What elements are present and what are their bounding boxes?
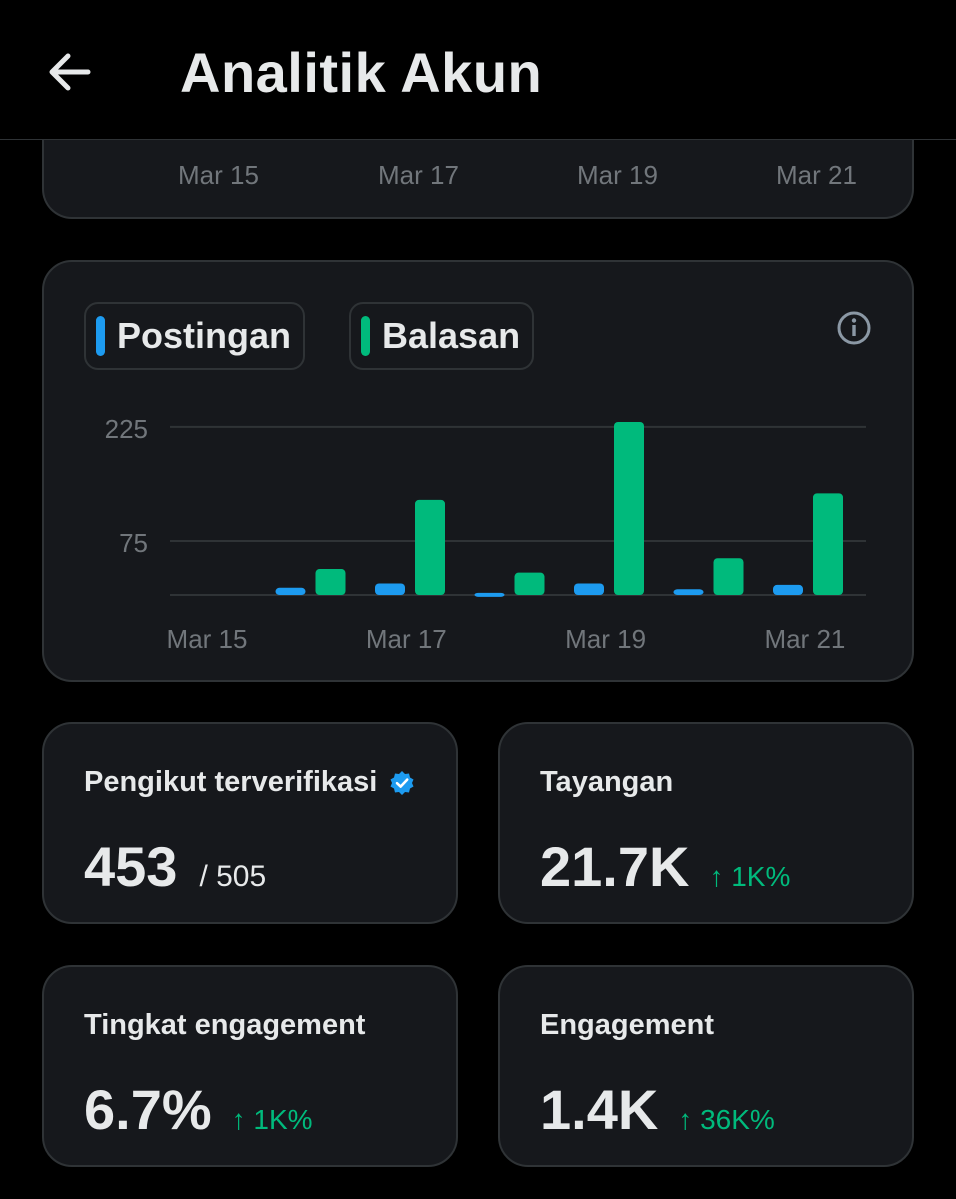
- bar-balasan: [415, 499, 445, 595]
- page-title: Analitik Akun: [180, 41, 543, 104]
- legend-balasan[interactable]: Balasan: [349, 302, 535, 370]
- stat-card-engagement-rate[interactable]: Tingkat engagement 6.7% ↑ 1K%: [42, 965, 458, 1167]
- y-tick-label: 75: [119, 528, 148, 558]
- stat-card-verified-followers[interactable]: Pengikut terverifikasi 453 / 505: [42, 722, 458, 924]
- stat-value: 453: [84, 835, 178, 898]
- stat-value-row: 21.7K ↑ 1K%: [540, 834, 790, 899]
- legend-label: Postingan: [117, 315, 292, 356]
- legend-label: Balasan: [382, 315, 521, 356]
- x-tick-label: Mar 17: [378, 160, 459, 190]
- bar-balasan: [514, 572, 545, 595]
- stat-label: Engagement: [540, 1009, 715, 1041]
- bar-postingan: [275, 587, 306, 595]
- bar-postingan: [474, 592, 505, 597]
- stat-value: 1.4K: [540, 1078, 659, 1141]
- back-button[interactable]: [44, 46, 96, 98]
- stat-trend: ↑ 1K%: [231, 1104, 313, 1135]
- bar-balasan: [713, 558, 744, 595]
- stat-value-row: 453 / 505: [84, 834, 266, 899]
- bar-balasan: [614, 422, 644, 595]
- bar-postingan: [673, 589, 704, 595]
- stat-value-row: 6.7% ↑ 1K%: [84, 1077, 313, 1142]
- arrow-left-icon: [49, 53, 91, 91]
- info-icon[interactable]: [836, 310, 872, 346]
- stat-trend: ↑ 1K%: [709, 861, 791, 892]
- x-tick-label: Mar 21: [776, 160, 857, 190]
- stat-label: Tayangan: [540, 766, 674, 798]
- legend-swatch-green: [361, 316, 370, 356]
- y-tick-label: 225: [105, 414, 148, 444]
- x-tick-label: Mar 21: [764, 624, 845, 654]
- stat-label: Pengikut terverifikasi: [84, 766, 415, 799]
- posts-replies-chart-card: Postingan Balasan 225 75 Mar 15 Mar 17 Mar 1…: [42, 260, 914, 682]
- legend-postingan[interactable]: Postingan: [84, 302, 306, 370]
- x-tick-label: Mar 19: [565, 624, 646, 654]
- stat-value-row: 1.4K ↑ 36K%: [540, 1077, 775, 1142]
- x-tick-label: Mar 15: [178, 160, 259, 190]
- stat-card-engagement[interactable]: Engagement 1.4K ↑ 36K%: [498, 965, 914, 1167]
- x-tick-label: Mar 15: [167, 624, 248, 654]
- bar-balasan: [315, 569, 346, 595]
- stat-value: 21.7K: [540, 835, 690, 898]
- x-tick-label: Mar 17: [366, 624, 447, 654]
- bar-balasan: [813, 493, 843, 595]
- stat-value: 6.7%: [84, 1078, 212, 1141]
- legend-swatch-blue: [96, 316, 105, 356]
- bar-chart: 225 75 Mar 15 Mar 17 Mar 19 Mar 21: [105, 414, 866, 654]
- app-header: Analitik Akun: [0, 0, 956, 140]
- stat-card-impressions[interactable]: Tayangan 21.7K ↑ 1K%: [498, 722, 914, 924]
- stat-label: Tingkat engagement: [84, 1009, 366, 1041]
- bar-postingan: [375, 583, 405, 595]
- x-tick-label: Mar 19: [577, 160, 658, 190]
- stat-sub-value: / 505: [199, 860, 267, 893]
- stat-trend: ↑ 36K%: [678, 1104, 775, 1135]
- stat-label-text: Pengikut terverifikasi: [84, 766, 378, 798]
- bar-postingan: [574, 583, 604, 595]
- bar-postingan: [773, 584, 803, 595]
- verified-badge-icon: [390, 770, 414, 795]
